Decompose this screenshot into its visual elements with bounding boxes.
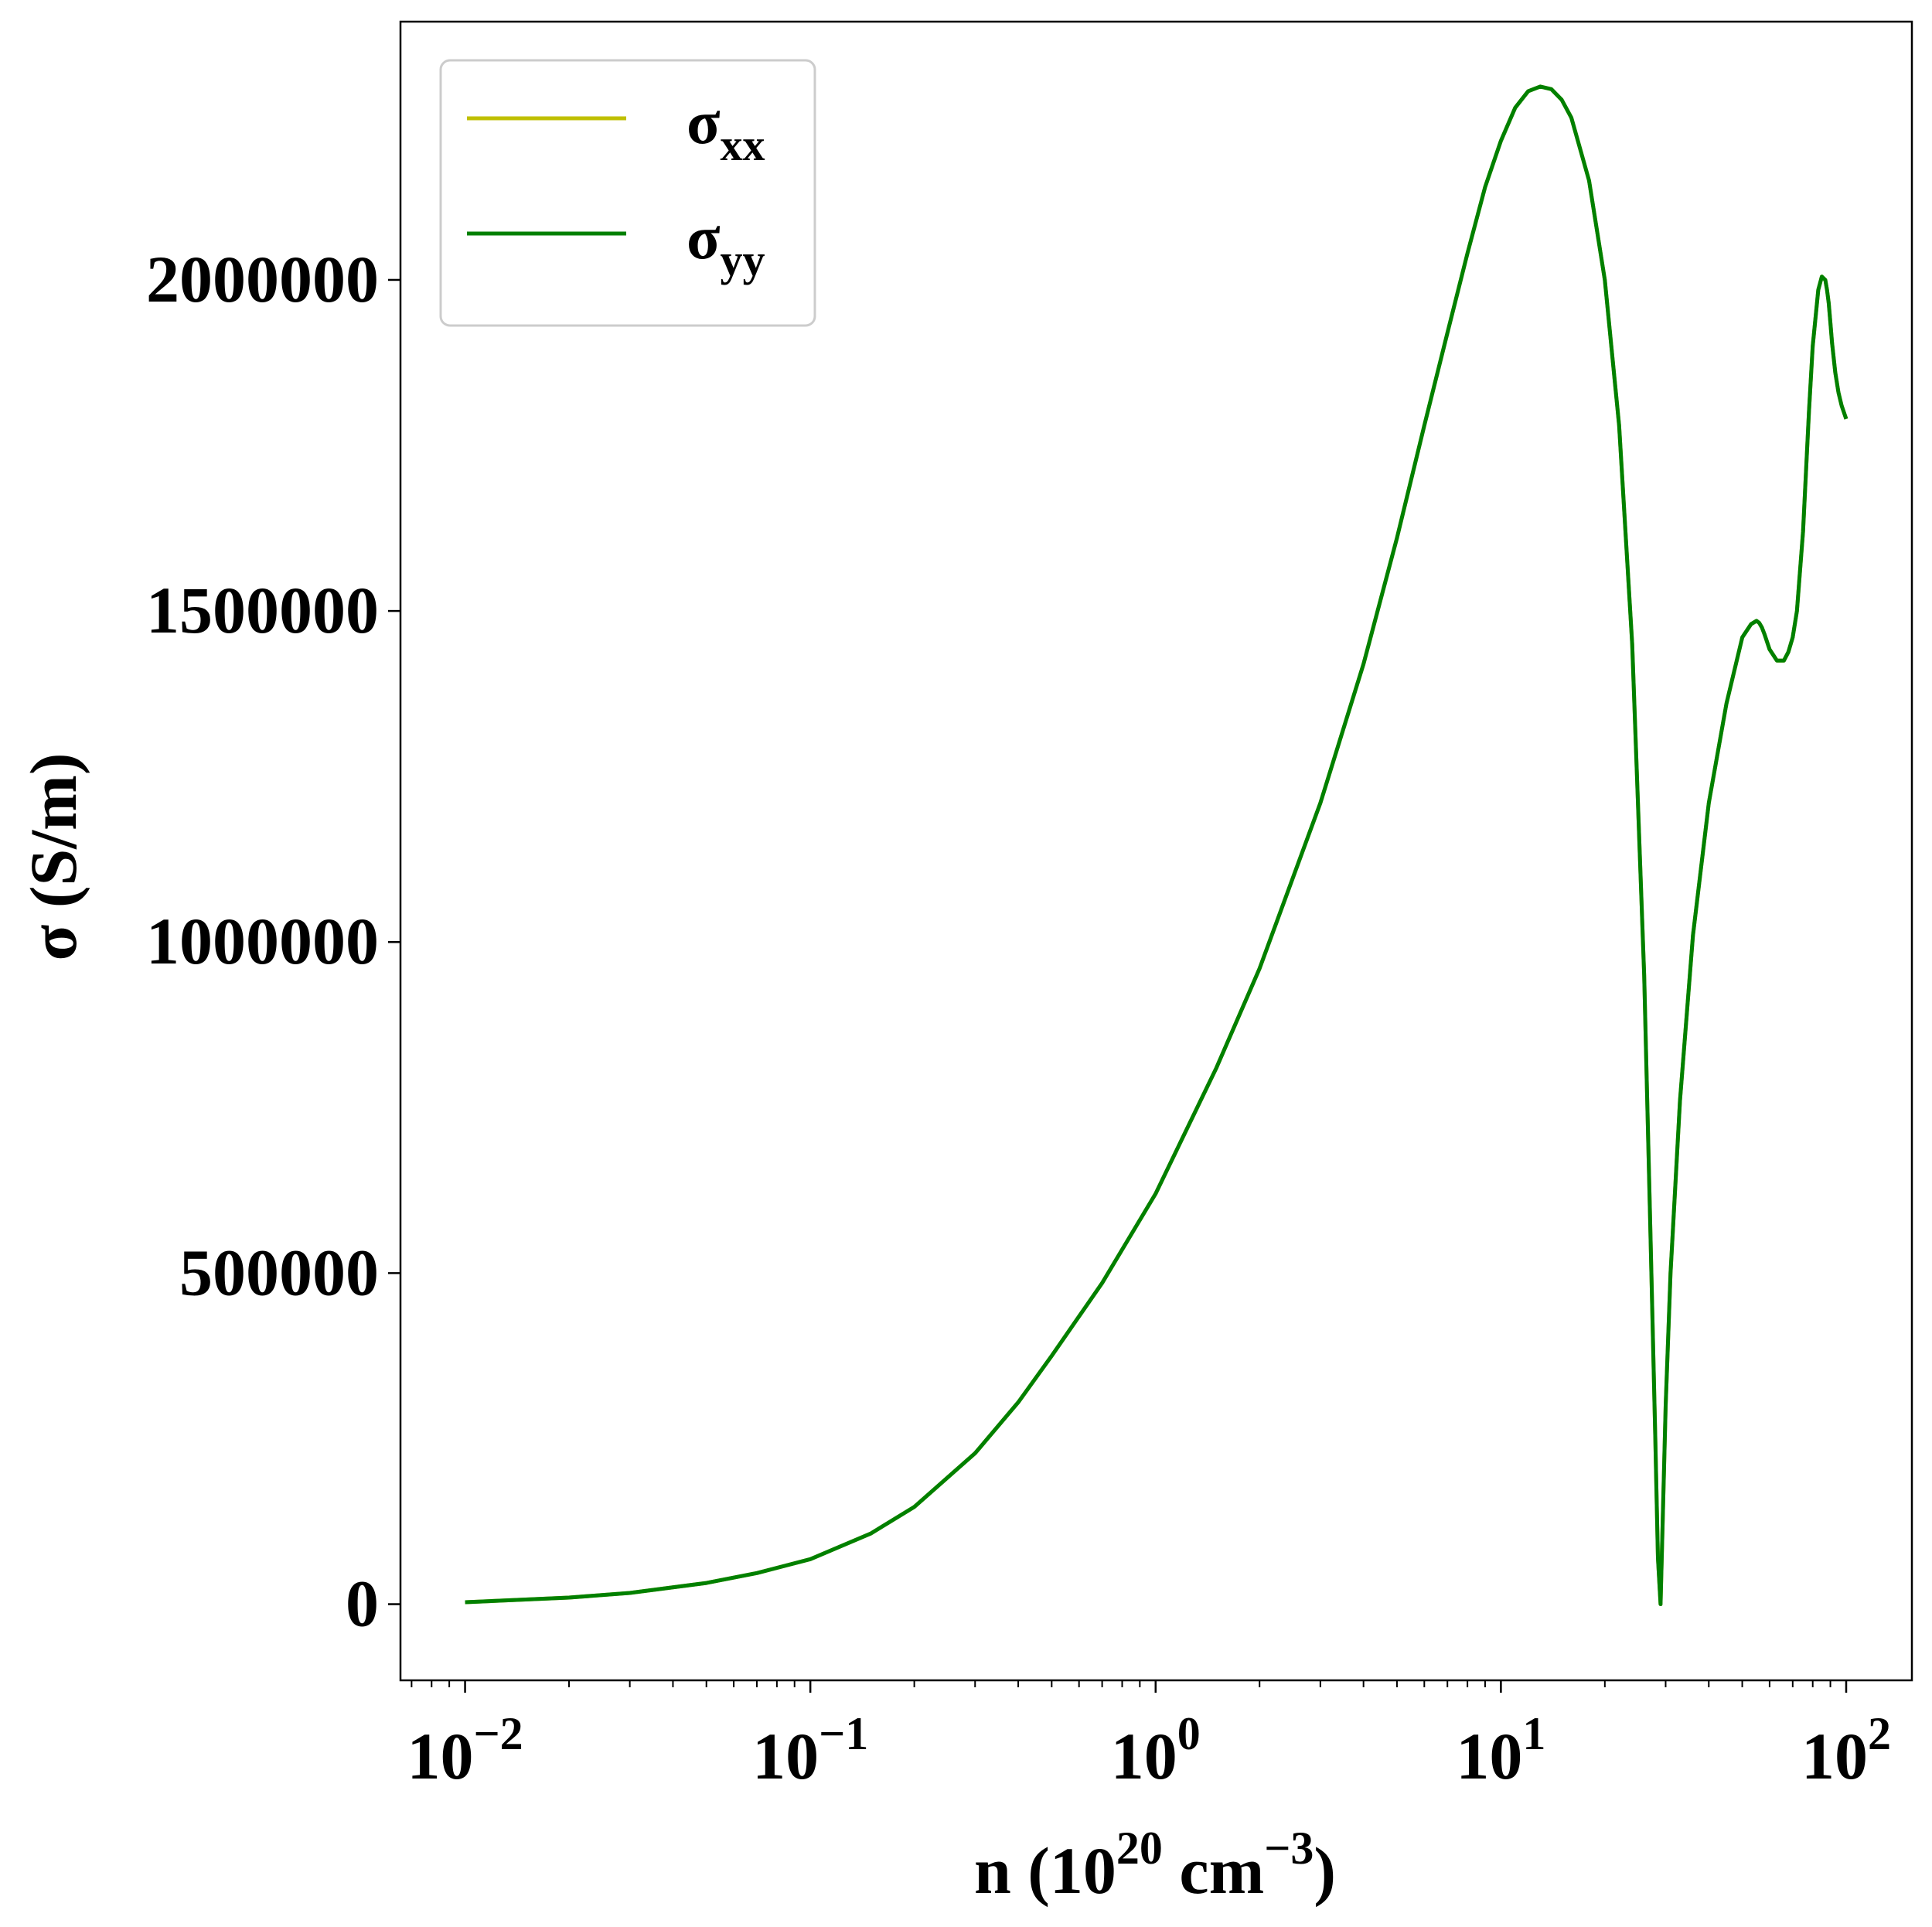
x-axis-label-end: ) <box>1314 1833 1336 1908</box>
y-tick-label-2: 1000000 <box>146 904 379 978</box>
x-axis: 10−2 10−1 100 101 102 <box>407 1680 1891 1793</box>
x-axis-label: n (1020 cm−3) <box>974 1823 1336 1908</box>
x-axis-label-base: n (10 <box>974 1833 1116 1908</box>
x-axis-label-mid: cm <box>1163 1833 1264 1908</box>
y-tick-label-1: 500000 <box>179 1235 379 1309</box>
x-axis-minor-ticks <box>411 1680 1831 1687</box>
y-axis-label: σ (S/m) <box>16 753 90 961</box>
legend-sub-yy: yy <box>721 235 765 285</box>
series-line-1 <box>465 84 1849 1606</box>
legend-label-xx: σxx <box>687 89 765 170</box>
y-axis: 0 500000 1000000 1500000 2000000 <box>146 242 400 1641</box>
x-axis-label-exp1: 20 <box>1116 1823 1163 1874</box>
legend-symbol-xx: σ <box>687 89 721 157</box>
x-axis-label-exp2: −3 <box>1264 1823 1314 1874</box>
y-tick-label-0: 0 <box>346 1567 379 1641</box>
y-tick-label-3: 1500000 <box>146 573 379 647</box>
legend-symbol-yy: σ <box>687 204 721 272</box>
x-tick-label-2: 100 <box>1111 1708 1201 1793</box>
legend: σxx σyy <box>439 59 816 327</box>
x-tick-label-3: 101 <box>1456 1708 1545 1793</box>
y-tick-label-4: 2000000 <box>146 242 379 316</box>
x-tick-label-4: 102 <box>1801 1708 1891 1793</box>
x-tick-label-1: 10−1 <box>752 1708 868 1793</box>
legend-label-yy: σyy <box>687 204 765 285</box>
series-layer <box>465 84 1849 1606</box>
x-tick-label-0: 10−2 <box>407 1708 523 1793</box>
legend-sub-xx: xx <box>721 120 765 170</box>
legend-box <box>439 59 816 327</box>
